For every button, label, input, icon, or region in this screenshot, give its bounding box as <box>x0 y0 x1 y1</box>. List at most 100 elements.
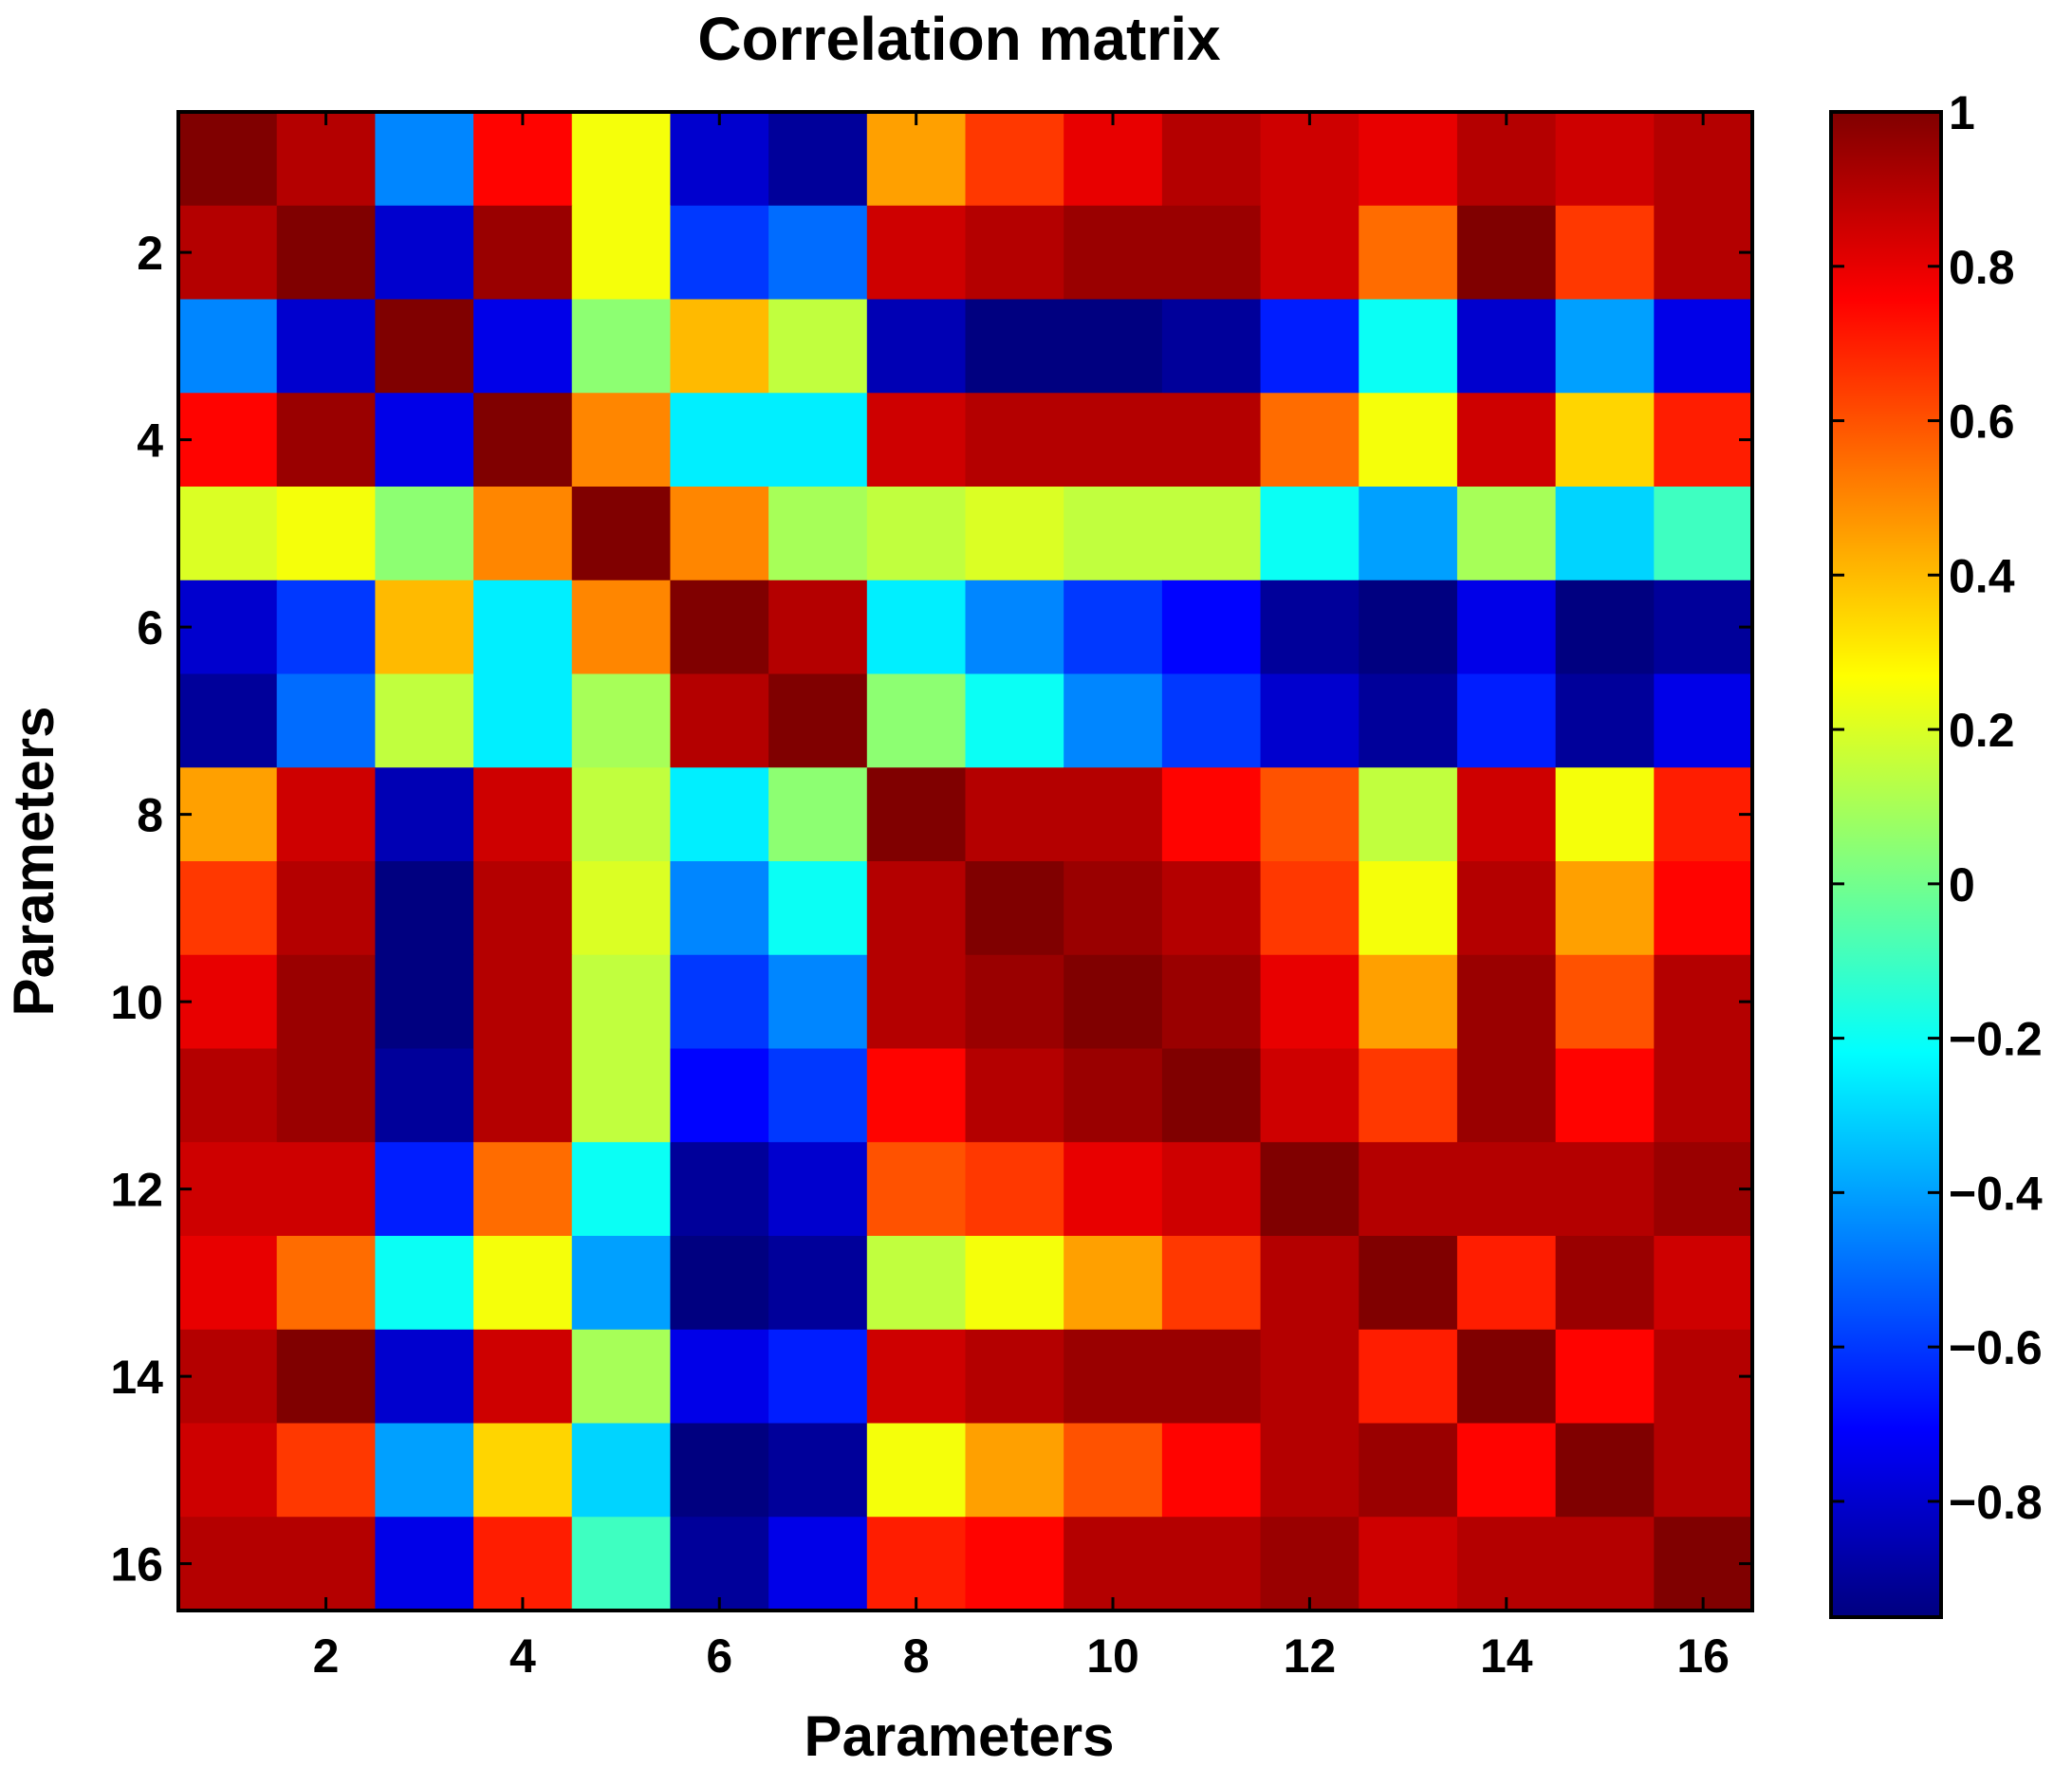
heatmap-cell <box>768 954 868 1050</box>
heatmap-cell <box>1654 1142 1753 1237</box>
heatmap-cell <box>571 767 672 862</box>
heatmap-cell <box>1260 205 1360 301</box>
heatmap-cell <box>1555 1236 1655 1331</box>
heatmap-cell <box>571 1048 672 1143</box>
heatmap-cell <box>1456 673 1557 768</box>
heatmap-cell <box>866 205 967 301</box>
heatmap-cell <box>473 1048 573 1143</box>
colorbar <box>1829 110 1943 1619</box>
heatmap-cell <box>276 299 376 394</box>
heatmap-cell <box>276 1517 376 1611</box>
heatmap-cell <box>1456 861 1557 956</box>
heatmap-cell <box>571 393 672 488</box>
heatmap-cell <box>571 1142 672 1237</box>
heatmap-cell <box>571 580 672 675</box>
heatmap-cell <box>1456 1517 1557 1611</box>
heatmap-cell <box>571 1236 672 1331</box>
heatmap-cell <box>473 1423 573 1518</box>
heatmap-cell <box>965 673 1064 768</box>
x-axis-ticks: 2 4 6 8 10 12 14 16 <box>313 112 1730 1683</box>
heatmap-cell <box>473 673 573 768</box>
heatmap-cell <box>178 954 278 1050</box>
heatmap-cell <box>1555 1048 1655 1143</box>
heatmap-cell <box>965 767 1064 862</box>
heatmap-cell <box>1555 112 1655 207</box>
heatmap-cell <box>1161 112 1262 207</box>
heatmap-cell <box>1064 861 1163 956</box>
heatmap-cell <box>670 393 769 488</box>
heatmap-cell <box>473 954 573 1050</box>
heatmap-cell <box>965 393 1064 488</box>
heatmap-cell <box>1359 673 1458 768</box>
heatmap-cell <box>1260 1142 1360 1237</box>
heatmap-cell <box>866 1236 967 1331</box>
colorbar-tick-label: −0.6 <box>1949 1321 2043 1374</box>
heatmap-cell <box>473 299 573 394</box>
y-tick-label: 16 <box>110 1538 163 1592</box>
heatmap-cell <box>768 487 868 581</box>
heatmap-cell <box>276 1423 376 1518</box>
heatmap-cell <box>1654 767 1753 862</box>
heatmap-cell <box>1359 1236 1458 1331</box>
heatmap-cell <box>178 205 278 301</box>
heatmap-cell <box>1161 767 1262 862</box>
heatmap-cell <box>1064 1048 1163 1143</box>
heatmap-cell <box>1555 861 1655 956</box>
heatmap-cell <box>1456 767 1557 862</box>
heatmap-cell <box>178 112 278 207</box>
colorbar-tick-label: 0 <box>1949 858 1975 911</box>
heatmap-cell <box>1260 1048 1360 1143</box>
y-tick-label: 6 <box>137 601 163 654</box>
heatmap-cell <box>768 112 868 207</box>
heatmap-cell <box>571 1329 672 1425</box>
heatmap-cell <box>768 1329 868 1425</box>
heatmap-cell <box>1260 1517 1360 1611</box>
heatmap-cell <box>670 767 769 862</box>
heatmap-cell <box>1260 1329 1360 1425</box>
colorbar-tick-label: 0.8 <box>1949 241 2015 294</box>
heatmap-cell <box>768 1236 868 1331</box>
heatmap-cell <box>1161 1236 1262 1331</box>
heatmap-cell <box>1260 580 1360 675</box>
heatmap-cell <box>375 1517 474 1611</box>
heatmap-cell <box>1064 112 1163 207</box>
heatmap-cell <box>1260 861 1360 956</box>
heatmap-cell <box>1555 393 1655 488</box>
heatmap-cell <box>473 861 573 956</box>
heatmap-cell <box>670 861 769 956</box>
heatmap-cell <box>1456 954 1557 1050</box>
heatmap-cell <box>571 673 672 768</box>
heatmap-cell <box>670 1048 769 1143</box>
heatmap-cell <box>276 1142 376 1237</box>
heatmap-cell <box>1359 393 1458 488</box>
heatmap-cell <box>866 1048 967 1143</box>
heatmap-cell <box>178 861 278 956</box>
heatmap-cell <box>1654 954 1753 1050</box>
heatmap-cell <box>178 580 278 675</box>
heatmap-cell <box>375 580 474 675</box>
x-tick-label: 6 <box>706 1629 732 1683</box>
heatmap-cell <box>1654 1423 1753 1518</box>
heatmap-cell <box>965 487 1064 581</box>
heatmap-cell <box>768 1142 868 1237</box>
heatmap-cell <box>276 767 376 862</box>
heatmap-cells <box>178 112 1753 1611</box>
heatmap-cell <box>375 1142 474 1237</box>
heatmap-cell <box>670 1236 769 1331</box>
heatmap-cell <box>768 393 868 488</box>
heatmap-cell <box>1654 487 1753 581</box>
heatmap-cell <box>375 673 474 768</box>
heatmap-cell <box>1064 673 1163 768</box>
y-tick-label: 12 <box>110 1164 163 1217</box>
x-tick-label: 16 <box>1676 1629 1730 1683</box>
heatmap-cell <box>1161 673 1262 768</box>
heatmap-cell <box>571 299 672 394</box>
heatmap-cell <box>1161 861 1262 956</box>
heatmap-cell <box>1161 1329 1262 1425</box>
heatmap-cell <box>473 580 573 675</box>
colorbar-tick-label: 0.2 <box>1949 704 2015 757</box>
heatmap-cell <box>473 767 573 862</box>
heatmap-cell <box>1359 1142 1458 1237</box>
heatmap-cell <box>768 580 868 675</box>
heatmap-cell <box>1654 1517 1753 1611</box>
